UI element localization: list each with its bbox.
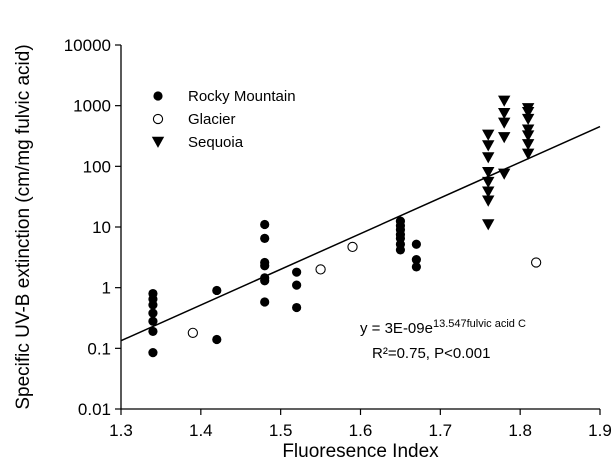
data-point-rocky-mountain: [292, 302, 302, 313]
fit-equation-exponent: 13.547fulvic acid C: [433, 318, 526, 330]
legend-label: Glacier: [188, 111, 236, 128]
data-point-rocky-mountain: [148, 308, 158, 318]
y-tick-label: 0.1: [87, 339, 111, 358]
data-point-sequoia: [498, 132, 511, 144]
y-tick-label: 1000: [73, 97, 111, 116]
legend-marker: [151, 136, 165, 148]
x-tick-label: 1.5: [269, 421, 293, 440]
data-point-sequoia: [521, 139, 535, 151]
data-point-sequoia: [498, 95, 511, 107]
data-point-rocky-mountain: [260, 219, 270, 230]
data-point-sequoia: [521, 148, 535, 160]
data-points: [148, 95, 542, 358]
legend: Rocky Mountain Glacier Sequoia: [151, 88, 296, 151]
fit-equation-prefix: y = 3E-09e: [360, 320, 433, 337]
data-point-rocky-mountain: [411, 239, 421, 249]
data-point-rocky-mountain: [148, 288, 158, 299]
plot-area: [120, 45, 601, 410]
y-tick-label: 100: [83, 157, 111, 176]
data-point-rocky-mountain: [148, 326, 158, 337]
data-point-rocky-mountain: [260, 233, 270, 243]
data-point-sequoia: [482, 166, 495, 179]
y-tick-label: 10: [92, 218, 111, 237]
data-point-glacier: [187, 327, 198, 338]
y-tick-label: 1: [102, 279, 111, 298]
data-point-sequoia: [482, 195, 495, 207]
data-point-rocky-mountain: [260, 297, 270, 307]
x-tick-label: 1.8: [508, 421, 532, 440]
y-axis-ticks: 0.01 0.1 1 10 100 1000 10000: [64, 36, 121, 419]
data-point-rocky-mountain: [260, 257, 270, 268]
data-point-sequoia: [521, 113, 535, 126]
data-point-glacier: [315, 264, 326, 275]
fit-line: [120, 125, 601, 342]
data-point-rocky-mountain: [212, 285, 222, 296]
x-axis-ticks: 1.3 1.4 1.5 1.6 1.7 1.8 1.9: [109, 409, 612, 440]
legend-marker: [153, 91, 163, 101]
x-tick-label: 1.4: [189, 421, 213, 440]
data-point-sequoia: [482, 186, 495, 198]
x-tick-label: 1.9: [588, 421, 612, 440]
data-point-rocky-mountain: [411, 262, 421, 272]
data-point-sequoia: [482, 140, 495, 152]
data-point-rocky-mountain: [395, 216, 406, 226]
data-point-sequoia: [498, 107, 511, 120]
data-point-rocky-mountain: [411, 255, 421, 265]
x-axis-title: Fluoresence Index: [282, 441, 439, 462]
data-point-glacier: [530, 257, 542, 268]
data-point-rocky-mountain: [148, 348, 158, 358]
x-tick-label: 1.6: [349, 421, 373, 440]
data-point-rocky-mountain: [212, 334, 222, 345]
y-axis-title: Specific UV-B extinction (cm/mg fulvic a…: [13, 44, 34, 409]
fit-stats: R²=0.75, P<0.001: [372, 345, 490, 362]
data-point-rocky-mountain: [292, 267, 302, 277]
y-tick-label: 0.01: [78, 400, 111, 419]
y-tick-label: 10000: [64, 36, 111, 55]
data-point-rocky-mountain: [148, 316, 158, 326]
data-point-glacier: [347, 241, 358, 253]
data-point-sequoia: [521, 130, 535, 142]
data-point-sequoia: [482, 152, 495, 164]
legend-marker: [152, 113, 164, 125]
data-point-rocky-mountain: [292, 280, 302, 290]
legend-label: Sequoia: [188, 134, 244, 151]
legend-label: Rocky Mountain: [188, 88, 296, 105]
data-point-sequoia: [482, 219, 495, 231]
fit-equation: y = 3E-09e13.547fulvic acid C: [360, 318, 526, 337]
data-point-sequoia: [521, 124, 535, 136]
data-point-sequoia: [482, 176, 495, 188]
x-tick-label: 1.7: [429, 421, 453, 440]
data-point-rocky-mountain: [260, 273, 270, 283]
data-point-sequoia: [482, 129, 495, 141]
data-point-sequoia: [521, 103, 535, 115]
x-tick-label: 1.3: [109, 421, 133, 440]
data-point-sequoia: [498, 117, 511, 129]
data-point-sequoia: [498, 168, 511, 180]
